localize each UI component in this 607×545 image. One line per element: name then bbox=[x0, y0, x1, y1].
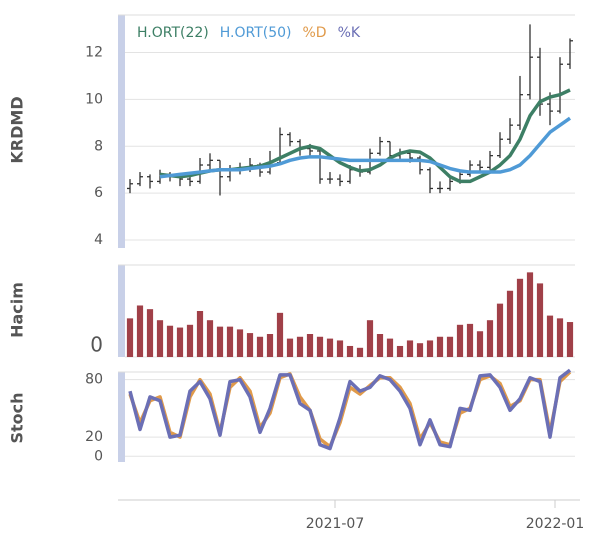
volume-bar bbox=[396, 345, 404, 357]
volume-bar bbox=[206, 320, 214, 357]
volume-bar bbox=[286, 338, 294, 357]
volume-bar bbox=[216, 326, 224, 357]
volume-bar bbox=[246, 333, 254, 357]
volume-bar bbox=[446, 336, 454, 357]
volume-bar bbox=[416, 343, 424, 357]
volume-bar bbox=[266, 334, 274, 357]
x-tick-label: 2022-01 bbox=[526, 516, 585, 532]
volume-bar bbox=[346, 345, 354, 357]
volume-bar bbox=[256, 336, 264, 357]
y-tick-label: 8 bbox=[94, 138, 103, 154]
legend-entry: H.ORT(50) bbox=[220, 25, 292, 41]
legend-entry: %D bbox=[303, 25, 327, 41]
y-tick-label: 6 bbox=[94, 185, 103, 201]
legend-entry: %K bbox=[338, 25, 361, 41]
volume-bar bbox=[306, 334, 314, 357]
volume-bar bbox=[526, 272, 534, 357]
panel-side bbox=[118, 265, 125, 357]
volume-bar bbox=[336, 340, 344, 357]
volume-bar bbox=[376, 334, 384, 357]
series-line bbox=[128, 368, 572, 451]
volume-bar bbox=[516, 278, 524, 357]
y-tick-label: 10 bbox=[85, 91, 103, 107]
series-line bbox=[159, 88, 571, 184]
legend-entry: H.ORT(22) bbox=[137, 25, 209, 41]
volume-bar bbox=[176, 327, 184, 357]
series-line bbox=[159, 116, 572, 179]
y-tick-label: 0 bbox=[90, 333, 103, 357]
x-tick-label: 2021-07 bbox=[306, 516, 365, 532]
volume-bar bbox=[386, 338, 394, 357]
volume-bar bbox=[186, 324, 194, 357]
volume-bar bbox=[486, 320, 494, 357]
volume-bar bbox=[136, 305, 144, 357]
y-axis-label: Stoch bbox=[8, 392, 27, 443]
y-tick-label: 20 bbox=[85, 429, 103, 445]
volume-bar bbox=[466, 323, 474, 357]
volume-bar bbox=[476, 331, 484, 357]
volume-bar bbox=[166, 325, 174, 357]
volume-bar bbox=[496, 303, 504, 357]
y-axis-label: KRDMD bbox=[8, 96, 27, 163]
volume-bar bbox=[456, 324, 464, 357]
y-tick-label: 4 bbox=[94, 232, 103, 248]
volume-bar bbox=[536, 283, 544, 357]
volume-bar bbox=[316, 336, 324, 357]
y-axis-label: Hacim bbox=[8, 282, 27, 338]
volume-bar bbox=[556, 318, 564, 357]
volume-bar bbox=[546, 315, 554, 357]
volume-bar bbox=[236, 329, 244, 357]
volume-bar bbox=[366, 320, 374, 357]
volume-bar bbox=[226, 326, 234, 357]
volume-bar bbox=[126, 318, 134, 357]
volume-bar bbox=[356, 347, 364, 357]
volume-bar bbox=[156, 320, 164, 357]
volume-bar bbox=[296, 336, 304, 357]
y-tick-label: 80 bbox=[85, 372, 103, 388]
volume-bar bbox=[436, 336, 444, 357]
panel-side bbox=[118, 372, 125, 462]
volume-bar bbox=[566, 322, 574, 357]
volume-bar bbox=[506, 290, 514, 357]
volume-bar bbox=[326, 338, 334, 357]
panel-side bbox=[118, 15, 125, 248]
volume-bar bbox=[276, 312, 284, 357]
volume-bar bbox=[406, 340, 414, 357]
y-tick-label: 12 bbox=[85, 45, 103, 61]
y-tick-label: 0 bbox=[94, 448, 103, 464]
volume-bar bbox=[196, 311, 204, 357]
volume-bar bbox=[146, 309, 154, 357]
volume-bar bbox=[426, 340, 434, 357]
